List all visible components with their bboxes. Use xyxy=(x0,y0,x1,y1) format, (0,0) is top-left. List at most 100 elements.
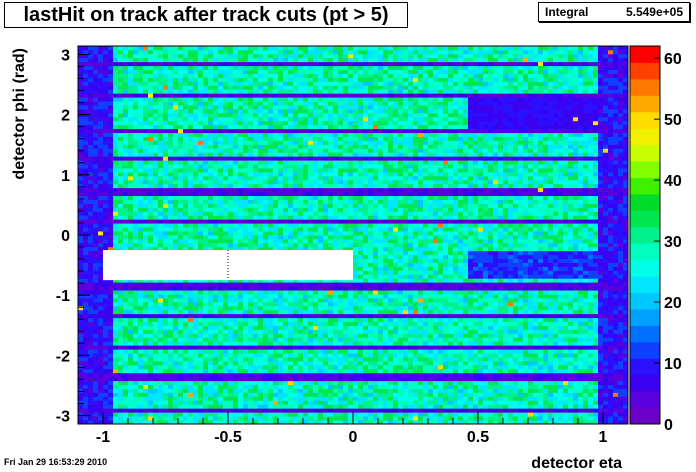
heatmap-cell xyxy=(208,317,214,323)
heatmap-cell xyxy=(148,301,154,307)
heatmap-cell xyxy=(108,65,114,71)
heatmap-cell xyxy=(223,77,229,82)
heatmap-cell xyxy=(103,105,109,110)
heatmap-cell xyxy=(258,333,264,338)
heatmap-cell xyxy=(258,361,264,366)
heatmap-cell xyxy=(238,89,244,94)
heatmap-cell xyxy=(208,396,214,401)
heatmap-cell xyxy=(298,120,304,126)
heatmap-cell xyxy=(113,341,119,346)
heatmap-cell xyxy=(88,349,94,354)
heatmap-cell xyxy=(163,93,169,98)
heatmap-cell xyxy=(148,97,154,102)
heatmap-cell xyxy=(298,65,304,71)
heatmap-cell xyxy=(273,49,279,55)
heatmap-cell xyxy=(243,357,249,362)
heatmap-cell xyxy=(88,305,94,311)
heatmap-cell xyxy=(228,337,234,342)
heatmap-cell xyxy=(163,215,169,220)
heatmap-cell xyxy=(208,290,214,295)
heatmap-cell xyxy=(93,242,99,248)
heatmap-cell xyxy=(193,112,199,118)
heatmap-cell xyxy=(268,175,274,181)
heatmap-cell xyxy=(328,388,334,393)
heatmap-cell xyxy=(283,420,289,425)
heatmap-cell xyxy=(178,357,184,362)
heatmap-cell xyxy=(78,361,84,366)
heatmap-cell xyxy=(348,211,354,216)
heatmap-cell xyxy=(108,372,114,378)
heatmap-cell xyxy=(253,309,259,315)
heatmap-cell xyxy=(103,301,109,307)
heatmap-cell xyxy=(113,345,119,350)
heatmap-cell xyxy=(268,203,274,208)
heatmap-cell xyxy=(153,203,159,208)
heatmap-cell xyxy=(263,211,269,216)
heatmap-cell xyxy=(168,120,174,126)
heatmap-cell xyxy=(273,305,279,311)
heatmap-cell xyxy=(133,191,139,197)
heatmap-cell xyxy=(118,211,124,216)
heatmap-cell xyxy=(343,309,349,315)
heatmap-cell xyxy=(338,301,344,307)
heatmap-cell xyxy=(333,219,339,224)
heatmap-cell xyxy=(303,333,309,338)
heatmap-cell xyxy=(253,364,259,370)
heatmap-cell xyxy=(243,73,249,78)
heatmap-cell xyxy=(248,337,254,342)
heatmap-cell xyxy=(293,124,299,130)
heatmap-cell xyxy=(178,132,184,137)
heatmap-cell xyxy=(108,368,114,374)
heatmap-cell xyxy=(228,420,234,425)
heatmap-cell xyxy=(203,376,209,382)
heatmap-cell xyxy=(188,400,194,405)
heatmap-cell xyxy=(263,152,269,157)
heatmap-cell xyxy=(143,187,149,193)
heatmap-cell xyxy=(183,172,189,177)
heatmap-cell xyxy=(278,282,284,287)
heatmap-cell xyxy=(138,345,144,350)
heatmap-cell xyxy=(298,242,304,248)
heatmap-cell xyxy=(238,345,244,350)
heatmap-cell xyxy=(313,73,319,78)
heatmap-cell xyxy=(308,384,314,389)
heatmap-cell xyxy=(353,187,359,193)
heatmap-cell xyxy=(103,49,109,55)
heatmap-cell xyxy=(293,309,299,315)
heatmap-cell xyxy=(333,246,339,252)
heatmap-cell xyxy=(153,388,159,393)
heatmap-cell xyxy=(313,219,319,224)
heatmap-cell xyxy=(308,211,314,216)
heatmap-cell xyxy=(183,290,189,295)
heatmap-cell xyxy=(293,353,299,358)
heatmap-cell xyxy=(293,199,299,204)
heatmap-cell xyxy=(223,97,229,102)
heatmap-cell xyxy=(208,329,214,334)
heatmap-cell xyxy=(203,148,209,153)
heatmap-cell xyxy=(238,329,244,334)
heatmap-cell xyxy=(218,372,224,378)
heatmap-cell xyxy=(173,89,179,94)
heatmap-cell xyxy=(128,199,134,204)
heatmap-cell xyxy=(253,246,259,252)
heatmap-cell xyxy=(203,282,209,287)
heatmap-cell xyxy=(133,341,139,346)
heatmap-cell xyxy=(338,112,344,118)
heatmap-cell xyxy=(263,128,269,134)
heatmap-cell xyxy=(258,325,264,330)
heatmap-cell xyxy=(218,313,224,319)
heatmap-cell xyxy=(138,124,144,130)
heatmap-cell xyxy=(268,412,274,417)
heatmap-cell xyxy=(158,333,164,338)
heatmap-cell xyxy=(88,199,94,204)
heatmap-cell xyxy=(173,116,179,122)
heatmap-cell xyxy=(298,175,304,181)
heatmap-cell xyxy=(278,364,284,370)
heatmap-cell xyxy=(328,148,334,153)
heatmap-cell xyxy=(93,85,99,90)
heatmap-cell xyxy=(173,282,179,287)
heatmap-cell xyxy=(243,353,249,358)
heatmap-cell xyxy=(273,140,279,145)
heatmap-cell xyxy=(98,317,104,323)
heatmap-cell xyxy=(128,227,134,232)
